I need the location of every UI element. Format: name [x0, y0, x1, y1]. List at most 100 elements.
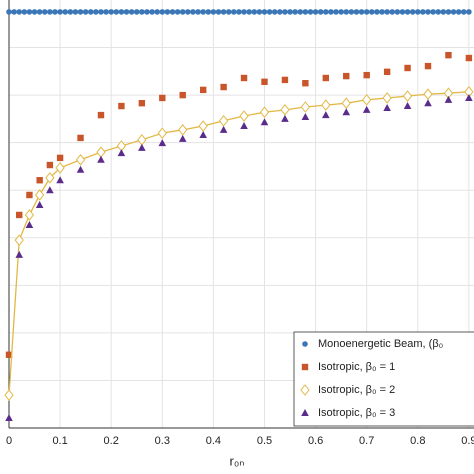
point: [195, 9, 201, 15]
x-tick-label: 0.7: [359, 435, 374, 447]
point: [220, 83, 227, 91]
point: [67, 9, 74, 15]
point: [97, 111, 105, 119]
point: [21, 9, 28, 15]
point: [374, 9, 380, 15]
point: [190, 9, 196, 15]
point: [178, 134, 187, 142]
point: [450, 9, 457, 15]
point: [322, 74, 330, 82]
point: [138, 143, 146, 151]
point: [15, 250, 24, 258]
point: [399, 9, 406, 15]
point: [348, 9, 355, 15]
point: [26, 191, 33, 199]
point: [239, 110, 249, 122]
point: [149, 9, 155, 15]
point: [383, 103, 391, 111]
point: [445, 9, 452, 15]
point: [343, 72, 350, 80]
point: [198, 120, 208, 132]
legend-label: Monoenergetic Beam, (β₀: [318, 338, 443, 350]
point: [256, 9, 263, 15]
point: [96, 146, 106, 158]
x-tick-label: 0.9: [461, 435, 474, 447]
series: [4, 85, 474, 401]
point: [164, 9, 171, 15]
point: [218, 114, 229, 127]
point: [25, 220, 34, 228]
point: [11, 9, 17, 15]
point: [362, 94, 372, 106]
x-tick-label: 0.8: [410, 435, 425, 447]
point: [62, 9, 69, 15]
point: [287, 9, 293, 15]
point: [465, 54, 473, 62]
point: [108, 9, 114, 15]
point: [225, 9, 232, 15]
legend-marker: [300, 384, 310, 396]
legend-marker: [302, 341, 308, 347]
point: [158, 139, 167, 147]
point: [281, 76, 289, 84]
point: [72, 9, 79, 15]
point: [425, 9, 431, 15]
point: [45, 172, 55, 184]
point: [424, 62, 432, 70]
point: [157, 127, 167, 139]
point: [169, 9, 176, 15]
point: [159, 9, 166, 15]
x-tick-label: 0.5: [257, 435, 272, 447]
point: [445, 51, 452, 59]
point: [430, 9, 436, 15]
point: [317, 9, 324, 15]
point: [343, 9, 350, 15]
point: [302, 9, 309, 15]
point: [179, 9, 186, 15]
point: [118, 102, 125, 110]
point: [322, 111, 330, 119]
point: [241, 9, 247, 15]
point: [16, 211, 23, 219]
point: [266, 9, 273, 15]
legend-label: Isotropic, β₀ = 3: [318, 407, 395, 419]
point: [382, 92, 392, 104]
point: [338, 9, 344, 15]
point: [403, 102, 412, 110]
point: [76, 165, 85, 173]
point: [14, 234, 24, 246]
point: [312, 9, 319, 15]
point: [302, 80, 309, 87]
point: [404, 64, 411, 72]
legend-marker: [301, 409, 309, 416]
point: [57, 9, 63, 15]
point: [424, 99, 432, 107]
point: [41, 9, 48, 15]
point: [205, 9, 212, 15]
point: [24, 209, 35, 221]
point: [46, 161, 54, 169]
point: [47, 9, 53, 15]
point: [246, 9, 252, 15]
point: [333, 9, 339, 15]
point: [236, 9, 242, 15]
point: [5, 414, 13, 422]
point: [297, 9, 304, 15]
point: [77, 9, 84, 15]
point: [46, 186, 54, 194]
point: [394, 9, 401, 15]
point: [261, 78, 268, 85]
point: [402, 90, 413, 102]
point: [219, 125, 228, 133]
point: [261, 9, 268, 15]
point: [52, 9, 58, 15]
point: [56, 154, 64, 162]
point: [369, 9, 375, 15]
legend-label: Isotropic, β₀ = 1: [318, 361, 395, 373]
point: [240, 74, 248, 82]
point: [16, 9, 23, 15]
point: [465, 93, 473, 101]
point: [103, 9, 109, 15]
point: [35, 189, 45, 201]
point: [75, 153, 86, 166]
